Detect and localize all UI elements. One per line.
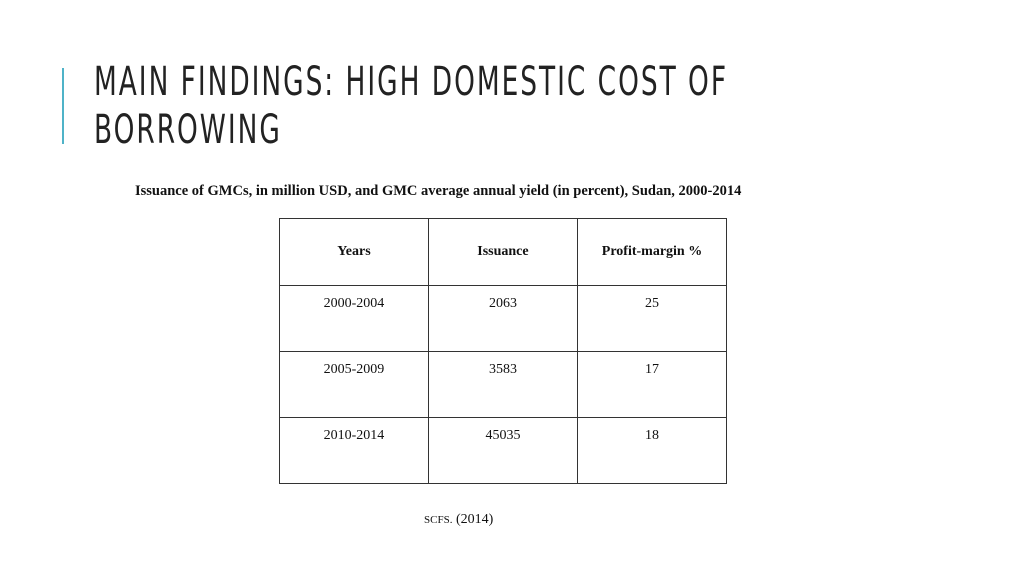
cell-issuance: 3583 xyxy=(427,351,578,418)
slide-title: MAIN FINDINGS: HIGH DOMESTIC COST OF BOR… xyxy=(94,58,728,154)
slide-title-line-1: MAIN FINDINGS: HIGH DOMESTIC COST OF xyxy=(94,59,728,105)
title-accent-bar xyxy=(62,68,64,144)
table-header-row: Years Issuance Profit-margin % xyxy=(279,218,728,286)
table-row: 2000-2004 2063 25 xyxy=(279,285,728,352)
cell-profit-margin: 17 xyxy=(576,351,728,418)
header-years: Years xyxy=(279,218,429,286)
cell-issuance: 45035 xyxy=(427,417,578,484)
source-label: SCFS. xyxy=(424,514,453,526)
cell-years: 2010-2014 xyxy=(279,417,429,484)
data-table: Years Issuance Profit-margin % 2000-2004… xyxy=(279,218,728,484)
cell-years: 2000-2004 xyxy=(279,285,429,352)
cell-profit-margin: 25 xyxy=(576,285,728,352)
source-year: (2014) xyxy=(455,512,494,527)
header-profit-margin: Profit-margin % xyxy=(576,218,728,286)
table-row: 2010-2014 45035 18 xyxy=(279,417,728,484)
table-caption: Issuance of GMCs, in million USD, and GM… xyxy=(135,183,742,199)
table-row: 2005-2009 3583 17 xyxy=(279,351,728,418)
cell-profit-margin: 18 xyxy=(576,417,728,484)
cell-issuance: 2063 xyxy=(427,285,578,352)
cell-years: 2005-2009 xyxy=(279,351,429,418)
header-issuance: Issuance xyxy=(427,218,578,286)
slide-title-line-2: BORROWING xyxy=(94,107,282,153)
source-citation: SCFS. (2014) xyxy=(424,512,493,528)
